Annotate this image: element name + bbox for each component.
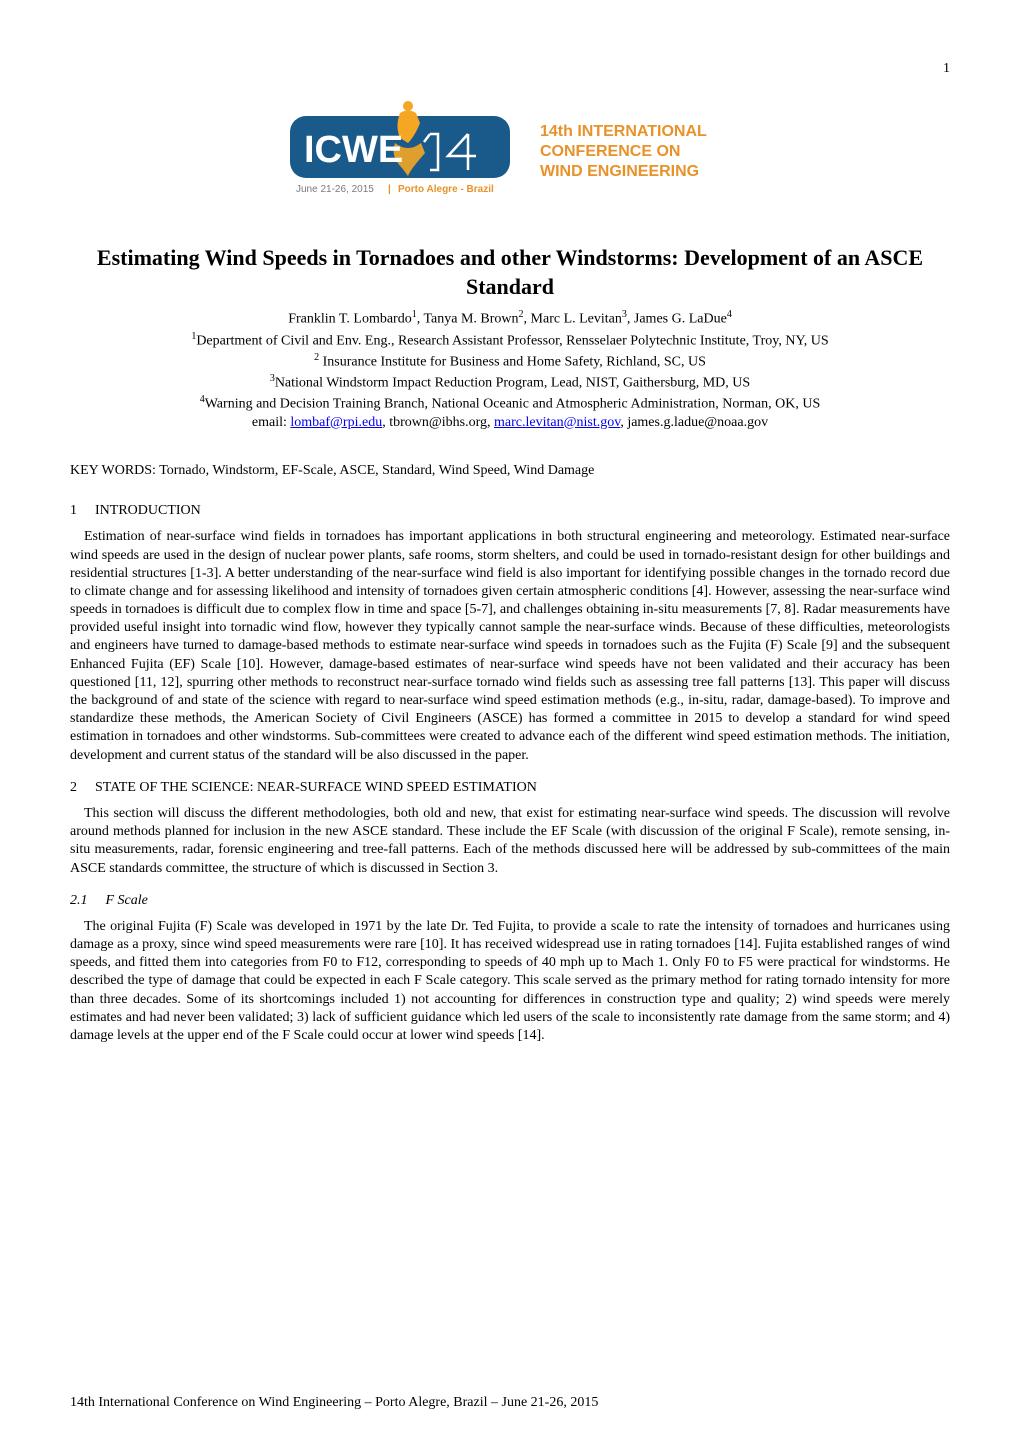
author-2: , Tanya M. Brown: [417, 311, 519, 326]
email-prefix: email:: [252, 415, 291, 430]
page-number: 1: [70, 60, 950, 78]
subsection-2-1-body: The original Fujita (F) Scale was develo…: [70, 918, 950, 1045]
conference-logo-container: ICWE June 21-26, 2015 | Porto Alegre - B…: [70, 98, 950, 214]
email-sep-2: , james.g.ladue@noaa.gov: [620, 415, 768, 430]
logo-location: Porto Alegre - Brazil: [398, 184, 494, 195]
affiliation-3: 3National Windstorm Impact Reduction Pro…: [70, 372, 950, 393]
subsection-2-1-num: 2.1: [70, 892, 88, 910]
section-1-num: 1: [70, 502, 77, 520]
affiliation-2: 2 Insurance Institute for Business and H…: [70, 351, 950, 372]
emails-line: email: lombaf@rpi.edu, tbrown@ibhs.org, …: [70, 414, 950, 432]
aff2-text: Insurance Institute for Business and Hom…: [319, 355, 706, 370]
author-1: Franklin T. Lombardo: [288, 311, 412, 326]
author-sup-4: 4: [727, 309, 732, 320]
email-link-1[interactable]: lombaf@rpi.edu: [290, 415, 382, 430]
author-4: , James G. LaDue: [627, 311, 727, 326]
svg-text:|: |: [388, 184, 391, 195]
author-3: , Marc L. Levitan: [524, 311, 622, 326]
affiliation-4: 4Warning and Decision Training Branch, N…: [70, 393, 950, 414]
aff3-text: National Windstorm Impact Reduction Prog…: [275, 376, 750, 391]
aff4-text: Warning and Decision Training Branch, Na…: [205, 397, 821, 412]
section-2-title: STATE OF THE SCIENCE: NEAR-SURFACE WIND …: [95, 780, 537, 795]
conf-line2: CONFERENCE ON: [540, 143, 680, 160]
keywords-line: KEY WORDS: Tornado, Windstorm, EF-Scale,…: [70, 462, 950, 480]
section-1-title: INTRODUCTION: [95, 503, 201, 518]
section-2-heading: 2 STATE OF THE SCIENCE: NEAR-SURFACE WIND…: [70, 779, 950, 797]
section-1-heading: 1 INTRODUCTION: [70, 502, 950, 520]
logo-date: June 21-26, 2015: [296, 184, 374, 195]
affiliation-1: 1Department of Civil and Env. Eng., Rese…: [70, 330, 950, 351]
email-sep-1: , tbrown@ibhs.org,: [382, 415, 494, 430]
section-1-body: Estimation of near-surface wind fields i…: [70, 528, 950, 764]
paper-title: Estimating Wind Speeds in Tornadoes and …: [70, 244, 950, 301]
aff1-text: Department of Civil and Env. Eng., Resea…: [196, 334, 828, 349]
subsection-2-1-heading: 2.1 F Scale: [70, 892, 950, 910]
subsection-2-1-title: F Scale: [106, 893, 148, 908]
authors-line: Franklin T. Lombardo1, Tanya M. Brown2, …: [70, 308, 950, 329]
conference-logo: ICWE June 21-26, 2015 | Porto Alegre - B…: [280, 98, 740, 208]
email-link-2[interactable]: marc.levitan@nist.gov: [494, 415, 620, 430]
conf-line1: 14th INTERNATIONAL: [540, 123, 707, 140]
logo-main-text: ICWE: [304, 129, 403, 171]
section-2-num: 2: [70, 779, 77, 797]
page-footer: 14th International Conference on Wind En…: [70, 1394, 598, 1412]
section-2-body: This section will discuss the different …: [70, 805, 950, 878]
conf-line3: WIND ENGINEERING: [540, 163, 699, 180]
